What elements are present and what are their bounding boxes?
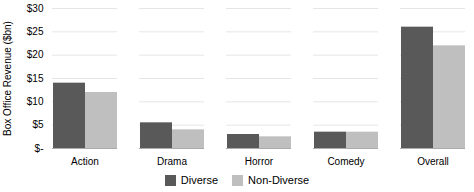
svg-text:Action: Action <box>71 156 99 167</box>
svg-text:Comedy: Comedy <box>327 156 364 167</box>
svg-text:$5: $5 <box>32 119 44 130</box>
svg-text:$-: $- <box>35 143 44 154</box>
svg-text:$30: $30 <box>27 3 44 14</box>
svg-text:Horror: Horror <box>245 156 274 167</box>
html-text:Diverse: Diverse <box>180 174 219 186</box>
svg-text:$25: $25 <box>27 26 44 37</box>
svg-text:Drama: Drama <box>157 156 187 167</box>
svg-text:Box Office Revenue ($bn): Box Office Revenue ($bn) <box>2 21 13 136</box>
svg-text:$15: $15 <box>27 73 44 84</box>
html-text:Non-Diverse: Non-Diverse <box>248 174 310 186</box>
svg-text:$20: $20 <box>27 49 44 60</box>
svg-text:$10: $10 <box>27 96 44 107</box>
svg-text:Overall: Overall <box>417 156 449 167</box>
